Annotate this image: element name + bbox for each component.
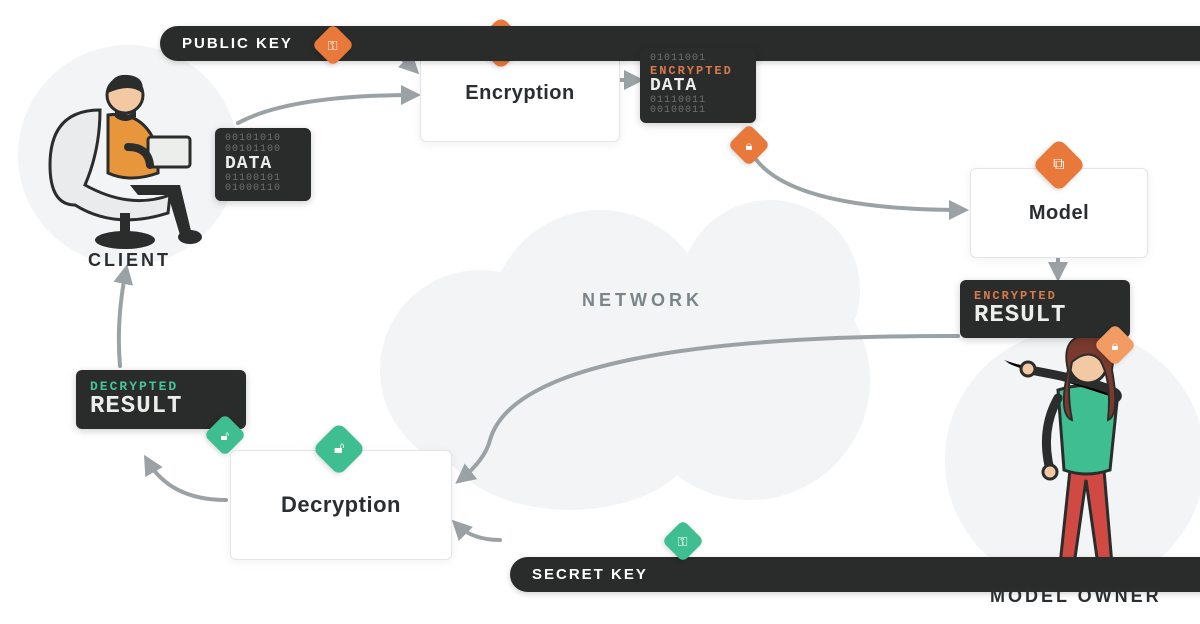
raw-data-label: DATA — [225, 155, 301, 174]
decryption-label: Decryption — [281, 492, 401, 518]
client-avatar — [30, 55, 230, 255]
encryption-label: Encryption — [465, 82, 574, 105]
model-label: Model — [1029, 202, 1089, 225]
public-key-label: PUBLIC KEY — [182, 35, 293, 52]
key-icon: ⚿ — [662, 520, 704, 562]
bits-text: 01011001 — [650, 54, 746, 65]
arrow-decryption-to-decresult — [147, 460, 226, 500]
arrow-client-to-encryption — [238, 95, 415, 123]
raw-data-panel: 00101010 00101100 DATA 01100101 01000110 — [215, 128, 311, 201]
bits-text: 00101010 00101100 — [225, 134, 301, 155]
encrypted-data-label: DATA — [650, 77, 746, 96]
encrypted-data-panel: 01011001 ENCRYPTED DATA 01110011 0010001… — [640, 48, 756, 123]
decrypted-result-label: RESULT — [90, 394, 232, 419]
lock-icon: 🔒︎ — [728, 124, 770, 166]
bits-text: 01110011 00100011 — [650, 96, 746, 117]
secret-key-label: SECRET KEY — [532, 566, 648, 583]
encrypted-result-label: RESULT — [974, 303, 1116, 328]
encrypted-tag: ENCRYPTED — [974, 290, 1116, 303]
encrypted-result-panel: ENCRYPTED RESULT — [960, 280, 1130, 338]
arrow-secret-key-to-decryption — [456, 524, 500, 540]
client-label: CLIENT — [88, 250, 171, 271]
model-owner-label: MODEL OWNER — [990, 586, 1162, 607]
diagram-stage: Encryption 🔒︎ Model ⧉ Decryption 🔓︎ PUBL… — [0, 0, 1200, 624]
model-owner-avatar — [1000, 320, 1170, 580]
arrow-decresult-to-client — [119, 270, 126, 366]
decrypted-tag: DECRYPTED — [90, 380, 232, 394]
network-label: NETWORK — [582, 290, 703, 311]
network-cloud — [380, 200, 900, 510]
bits-text: 01100101 01000110 — [225, 174, 301, 195]
